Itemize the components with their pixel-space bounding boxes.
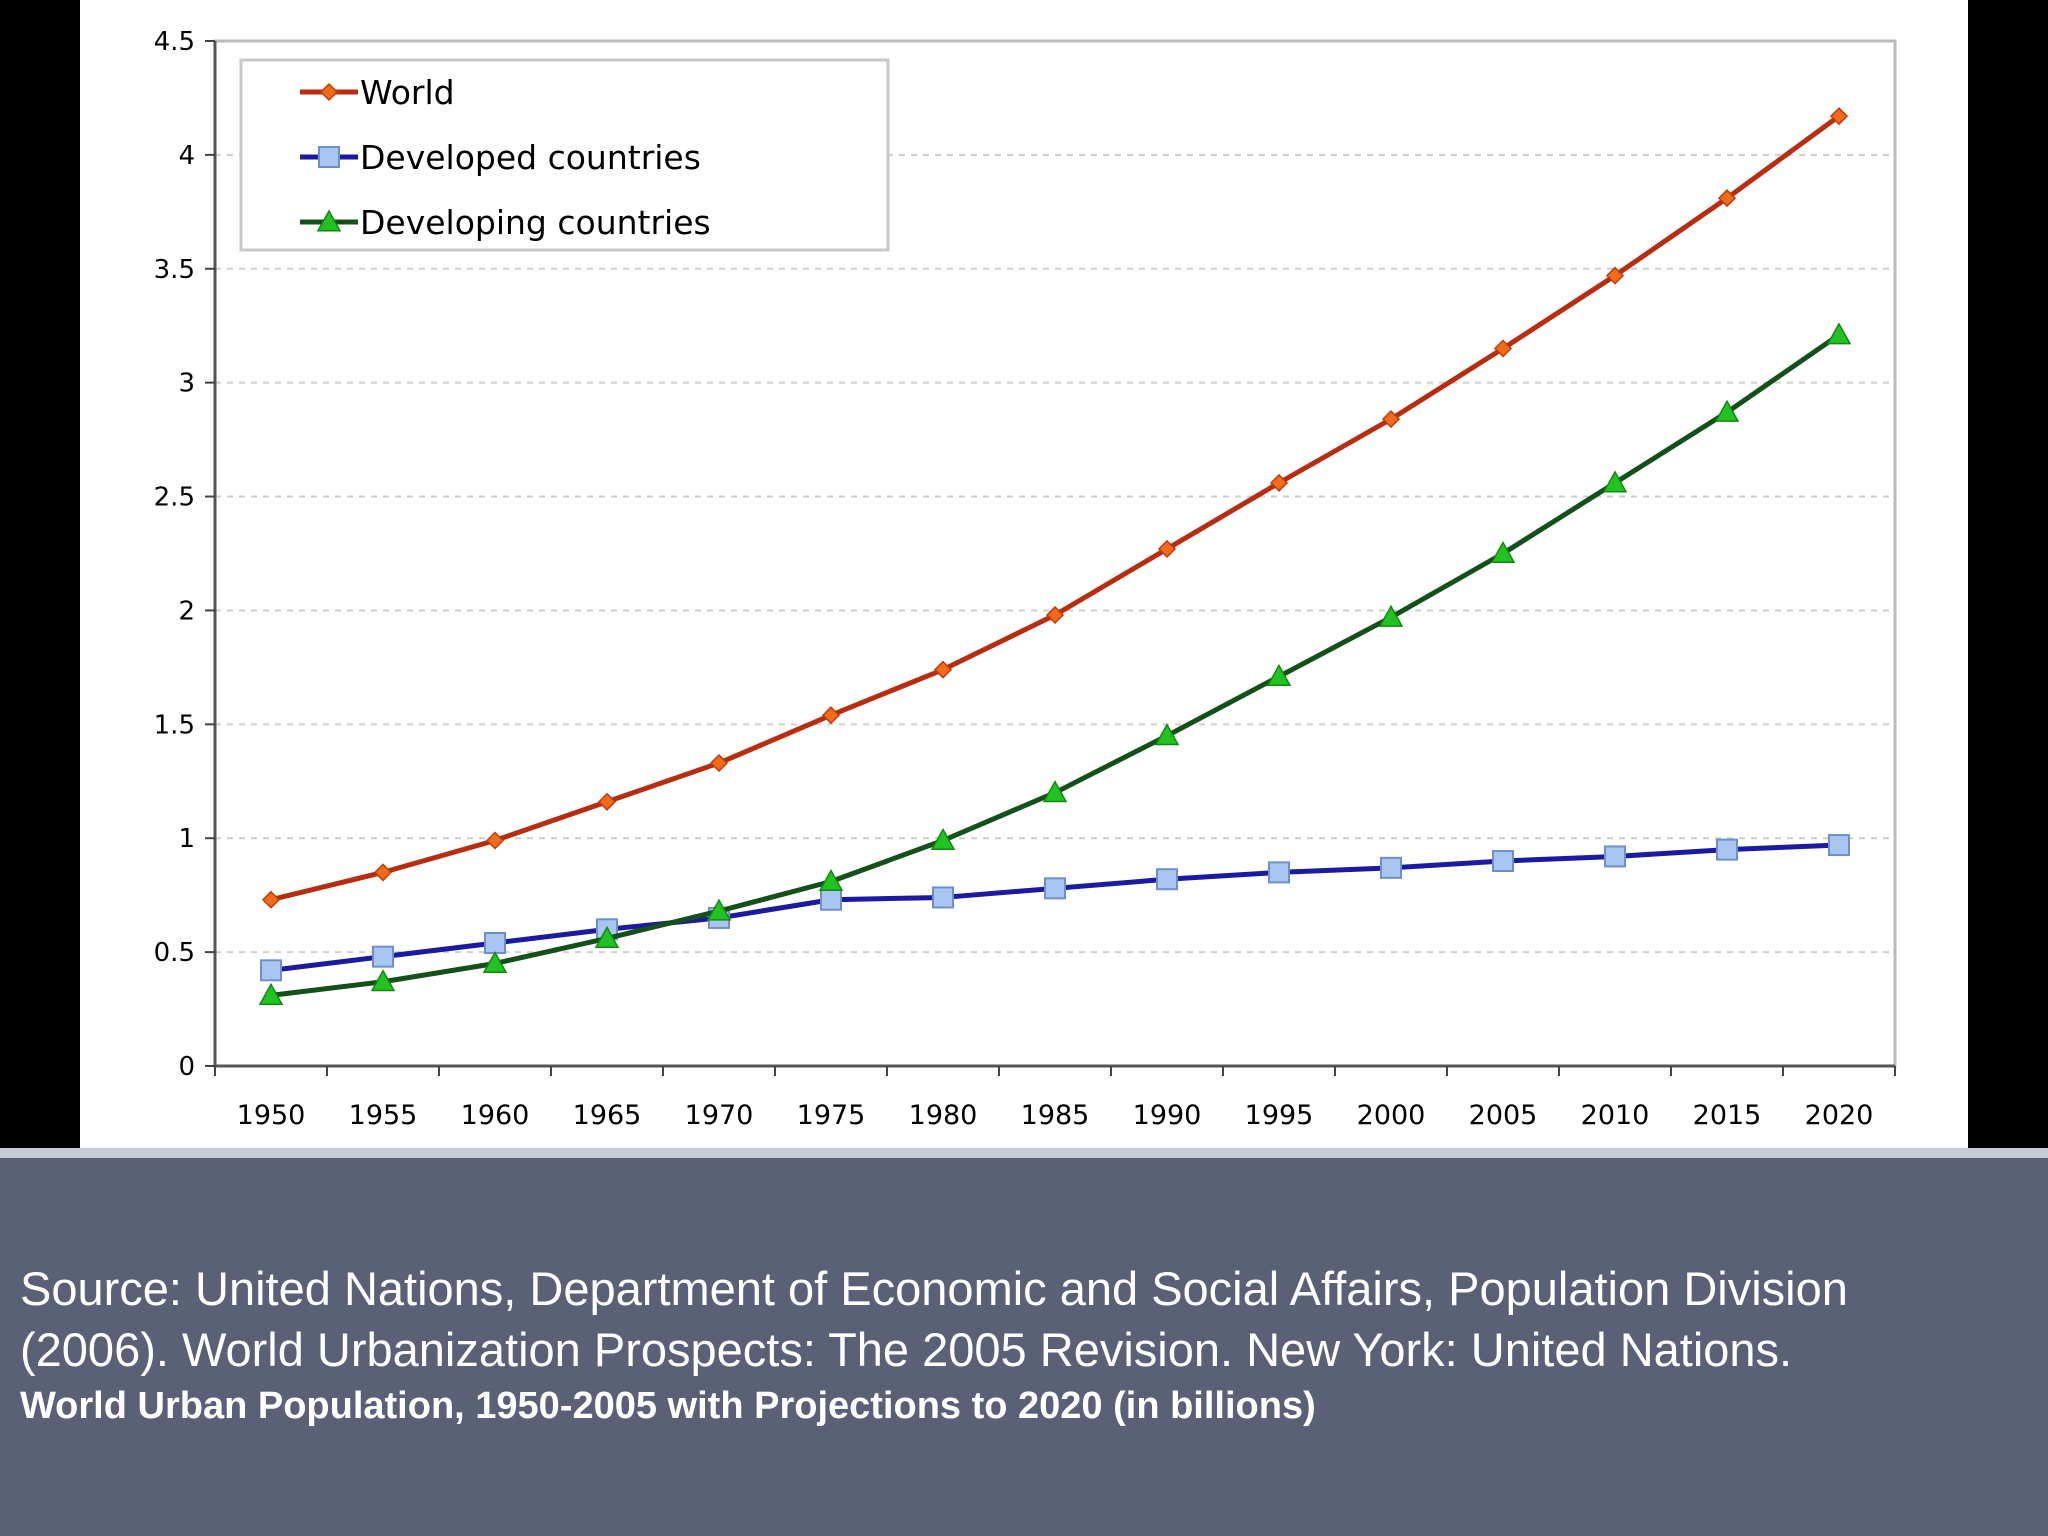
data-point [821, 706, 841, 725]
legend-label: World [360, 73, 455, 112]
data-point [1268, 861, 1290, 884]
x-tick-label: 1965 [573, 1100, 642, 1131]
caption: Source: United Nations, Department of Ec… [20, 1258, 2030, 1432]
data-point [1380, 856, 1402, 879]
data-point [258, 982, 284, 1005]
y-tick-label: 2.5 [154, 483, 195, 513]
data-point [485, 831, 505, 850]
x-tick-label: 1970 [685, 1100, 754, 1131]
data-point [594, 925, 620, 948]
data-point [933, 660, 953, 679]
legend-item: Developing countries [300, 203, 711, 242]
data-point [482, 950, 508, 974]
divider [0, 1148, 2048, 1158]
legend-marker [316, 209, 342, 232]
source-citation: Source: United Nations, Department of Ec… [20, 1262, 1848, 1376]
data-point [1605, 266, 1625, 285]
data-point [706, 898, 732, 921]
data-point [260, 959, 282, 982]
data-point [1602, 470, 1628, 493]
x-tick-label: 2010 [1581, 1100, 1650, 1131]
series-layer [258, 107, 1852, 1005]
data-point [1714, 399, 1740, 422]
data-point [1266, 663, 1292, 687]
data-point [820, 888, 842, 911]
data-point [1717, 189, 1737, 208]
data-point [1045, 605, 1065, 625]
x-tick-label: 1955 [349, 1100, 418, 1131]
x-tick-label: 1980 [909, 1100, 978, 1131]
x-tick-label: 2020 [1805, 1100, 1874, 1131]
chart-caption-title: World Urban Population, 1950-2005 with P… [20, 1385, 1316, 1427]
data-point [1157, 539, 1177, 559]
data-point [1492, 850, 1514, 872]
data-point [1828, 834, 1850, 857]
chart-panel: 0 0.5 1 1.5 2 2.5 3 3.5 4 4.5 1950 1955 1960 1965 197… [80, 0, 1968, 1148]
data-point [1156, 868, 1178, 891]
legend: World Developed countries Developing count… [239, 58, 890, 252]
y-tick-label: 4.5 [154, 27, 195, 57]
legend-label: Developing countries [360, 203, 711, 242]
data-point [373, 863, 393, 882]
series-developing-countries [258, 322, 1852, 1005]
data-point [709, 753, 729, 773]
line-chart: 0 0.5 1 1.5 2 2.5 3 3.5 4 4.5 1950 1955 1960 1965 197… [154, 27, 1897, 1131]
data-point [932, 886, 954, 909]
series-developed-countries [260, 834, 1850, 982]
x-tick-label: 1985 [1021, 1100, 1090, 1131]
y-tick-label: 1 [178, 824, 195, 854]
data-point [484, 932, 506, 954]
y-axis-ticks: 0 0.5 1 1.5 2 2.5 3 3.5 4 4.5 [154, 27, 215, 1082]
data-point [1493, 339, 1513, 358]
x-tick-label: 2015 [1693, 1100, 1762, 1131]
data-point [1378, 604, 1404, 627]
data-point [261, 890, 281, 909]
y-tick-label: 1.5 [154, 710, 195, 740]
y-tick-label: 3.5 [154, 255, 195, 285]
data-point [1381, 410, 1401, 429]
series-world [261, 107, 1849, 909]
x-tick-label: 2005 [1469, 1100, 1538, 1131]
legend-marker [319, 82, 339, 102]
data-point [597, 792, 617, 811]
data-point [1604, 845, 1626, 868]
x-tick-label: 1960 [461, 1100, 530, 1131]
y-tick-label: 0.5 [154, 938, 195, 968]
legend-marker [318, 146, 340, 168]
legend-label: Developed countries [360, 138, 701, 177]
x-axis-ticks: 1950 1955 1960 1965 1970 1975 1980 1985 1990 1995… [214, 1066, 1896, 1131]
data-point [818, 868, 844, 892]
data-point [1716, 838, 1738, 861]
legend-item: Developed countries [300, 138, 701, 177]
legend-item: World [300, 73, 455, 112]
data-point [1269, 473, 1289, 492]
y-tick-label: 4 [178, 141, 195, 171]
x-tick-label: 2000 [1357, 1100, 1426, 1131]
data-point [1829, 107, 1849, 126]
y-tick-label: 0 [178, 1052, 195, 1082]
x-tick-label: 1950 [237, 1100, 306, 1131]
data-point [1042, 780, 1068, 803]
x-tick-label: 1995 [1245, 1100, 1314, 1131]
data-point [1826, 322, 1852, 345]
axes [213, 39, 1897, 1068]
data-point [372, 945, 394, 968]
x-tick-label: 1990 [1133, 1100, 1202, 1131]
data-point [370, 969, 396, 992]
data-point [1490, 540, 1516, 564]
x-tick-label: 1975 [797, 1100, 866, 1131]
y-tick-label: 3 [178, 369, 195, 399]
y-tick-label: 2 [178, 596, 195, 626]
data-point [930, 827, 956, 851]
data-point [1044, 877, 1066, 900]
data-point [1154, 723, 1180, 746]
